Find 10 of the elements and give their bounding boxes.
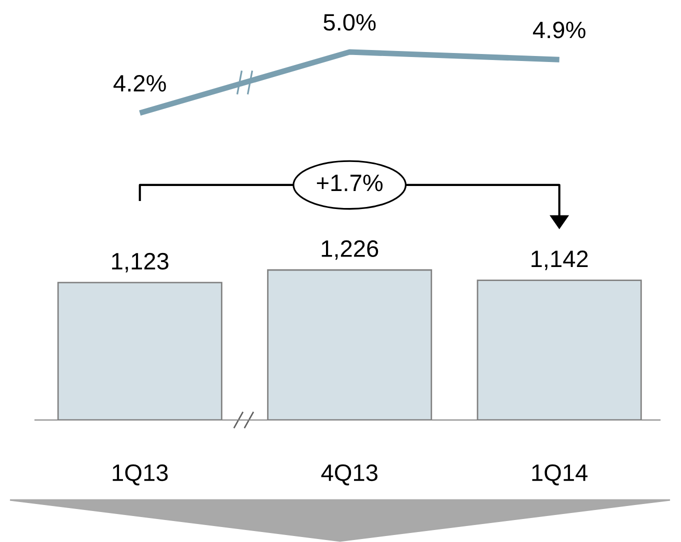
data-label: 1,142 bbox=[532, 250, 588, 270]
data-label: 4.2% bbox=[114, 74, 166, 92]
x-tick-label: 1Q13 bbox=[112, 464, 168, 486]
data-label: 1,226 bbox=[322, 240, 378, 260]
x-tick-label: 4Q13 bbox=[321, 464, 378, 486]
data-label: 4.9% bbox=[532, 22, 586, 38]
text: +1.7% bbox=[316, 174, 383, 192]
x-tick-label: 1Q14 bbox=[532, 464, 588, 486]
data-label: 5.0% bbox=[324, 14, 376, 31]
data-label: 1,123 bbox=[112, 252, 168, 272]
